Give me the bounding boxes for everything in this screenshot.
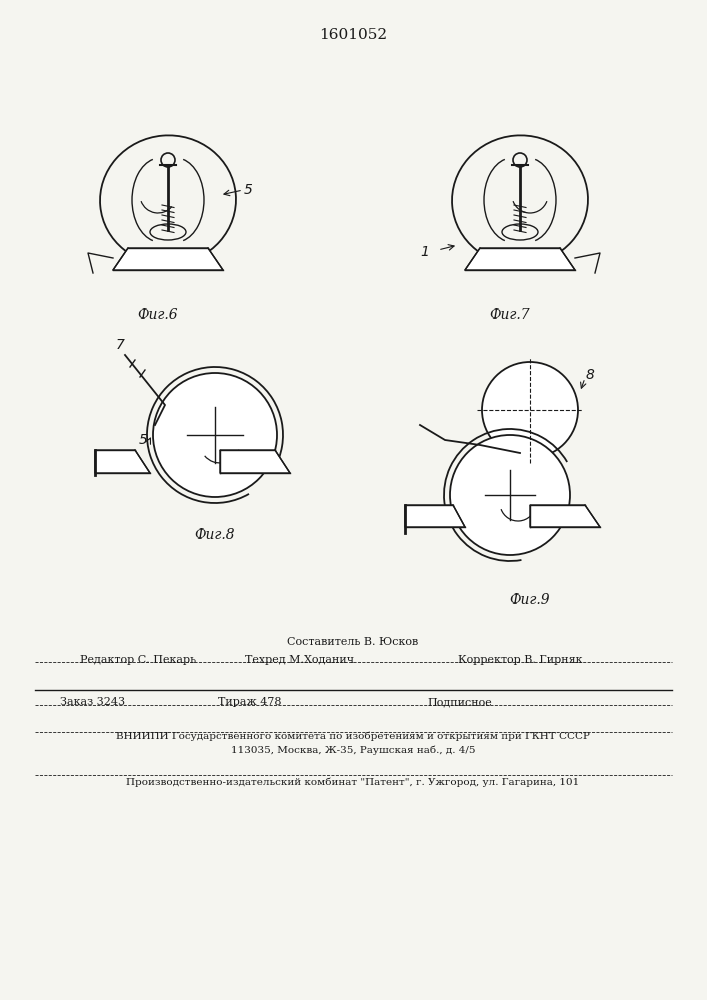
Polygon shape (113, 248, 223, 270)
Text: 1601052: 1601052 (319, 28, 387, 42)
Text: Техред М.Ходанич: Техред М.Ходанич (245, 655, 355, 665)
Text: 5: 5 (244, 183, 252, 197)
Text: 7: 7 (115, 338, 124, 352)
Text: Фиг.8: Фиг.8 (194, 528, 235, 542)
Text: ВНИИПИ Государственного комитета по изобретениям и открытиям при ГКНТ СССР: ВНИИПИ Государственного комитета по изоб… (116, 731, 590, 741)
Polygon shape (220, 450, 290, 473)
Text: Заказ 3243: Заказ 3243 (60, 697, 125, 707)
Circle shape (153, 373, 277, 497)
Polygon shape (530, 505, 600, 527)
Text: Производственно-издательский комбинат "Патент", г. Ужгород, ул. Гагарина, 101: Производственно-издательский комбинат "П… (127, 777, 580, 787)
Text: Редактор С. Пекарь: Редактор С. Пекарь (80, 655, 196, 665)
Text: Фиг.7: Фиг.7 (490, 308, 530, 322)
Text: Тираж 478: Тираж 478 (218, 697, 282, 707)
Text: Составитель В. Юсков: Составитель В. Юсков (287, 637, 419, 647)
Polygon shape (95, 450, 150, 473)
Text: 113035, Москва, Ж-35, Раушская наб., д. 4/5: 113035, Москва, Ж-35, Раушская наб., д. … (230, 745, 475, 755)
Text: 5: 5 (139, 433, 148, 447)
Text: 1: 1 (421, 245, 429, 259)
Text: Фиг.9: Фиг.9 (510, 593, 550, 607)
Polygon shape (405, 505, 465, 527)
Polygon shape (465, 248, 575, 270)
Text: 8: 8 (585, 368, 595, 382)
Text: Фиг.6: Фиг.6 (138, 308, 178, 322)
Text: Подписное: Подписное (428, 697, 492, 707)
Circle shape (482, 362, 578, 458)
Text: Корректор В. Гирняк: Корректор В. Гирняк (457, 655, 583, 665)
Circle shape (450, 435, 570, 555)
